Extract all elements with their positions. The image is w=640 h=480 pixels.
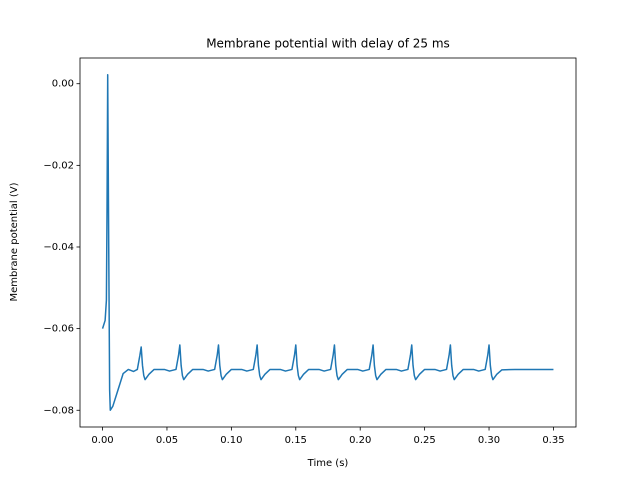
axes-frame [79,57,577,428]
x-tick-label: 0.35 [542,435,564,446]
x-tick-label: 0.00 [91,435,113,446]
y-tick-label: 0.00 [52,79,74,90]
x-tick-label: 0.20 [349,435,371,446]
x-tick-label: 0.10 [220,435,242,446]
y-tick-label: −0.08 [43,405,74,416]
x-tick-label: 0.30 [478,435,500,446]
x-tick-label: 0.05 [156,435,178,446]
x-tick-label: 0.25 [413,435,435,446]
y-tick-label: −0.06 [43,324,74,335]
y-tick-label: −0.04 [43,242,74,253]
line-series [101,73,554,412]
x-tick-label: 0.15 [285,435,307,446]
x-axis-label: Time (s) [307,458,349,469]
y-axis-label: Membrane potential (V) [9,182,20,301]
y-tick-label: −0.02 [43,160,74,171]
chart-title: Membrane potential with delay of 25 ms [206,37,450,51]
